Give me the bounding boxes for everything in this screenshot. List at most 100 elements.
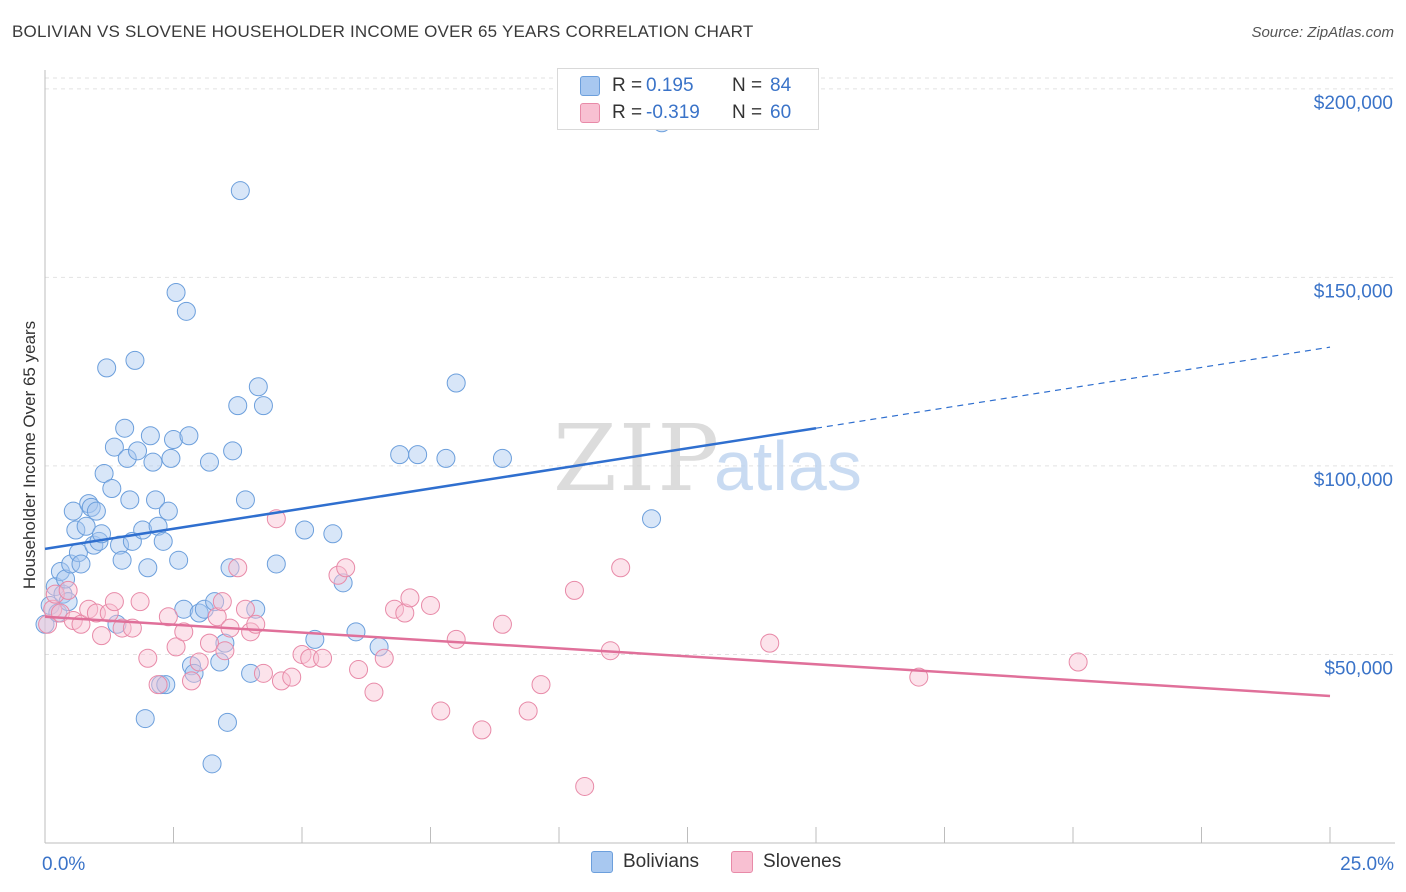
- slovene-point: [104, 592, 124, 612]
- legend-n-value: 60: [770, 102, 792, 123]
- slovene-point: [215, 641, 235, 661]
- slovene-point: [349, 660, 369, 680]
- slovene-point: [271, 671, 291, 691]
- slovene-point: [138, 648, 158, 668]
- bolivian-point: [230, 181, 250, 201]
- bolivian-point: [202, 754, 222, 774]
- source-label: Source: ZipAtlas.com: [1251, 24, 1394, 41]
- bolivian-point: [174, 599, 194, 619]
- series-legend: Bolivians Slovenes: [591, 851, 873, 873]
- legend-n-label: N =: [732, 75, 763, 96]
- slovene-point: [395, 603, 415, 623]
- slovene-point: [199, 633, 219, 653]
- bolivian-point: [135, 709, 155, 729]
- slovene-point: [166, 637, 186, 657]
- slovene-point: [385, 599, 405, 619]
- x-tick-label-max: 25.0%: [1340, 854, 1394, 875]
- bolivian-point: [158, 501, 178, 521]
- bolivian-point: [112, 550, 132, 570]
- y-tick-label: $200,000: [1314, 93, 1393, 114]
- bolivian-point: [86, 501, 106, 521]
- bolivian-point: [189, 603, 209, 623]
- bolivian-point: [125, 350, 145, 370]
- bolivian-point: [117, 448, 137, 468]
- slovene-point: [99, 603, 119, 623]
- bolivian-point: [253, 396, 273, 416]
- bolivian-point: [161, 448, 181, 468]
- trend-lines: [44, 346, 1331, 698]
- bolivian-point: [642, 509, 662, 529]
- slovene-point: [492, 614, 512, 634]
- slovene-point: [431, 701, 451, 721]
- watermark-zip: ZIP: [553, 405, 721, 512]
- slovene-point: [181, 671, 201, 691]
- slovene-point: [611, 558, 631, 578]
- slovene-point: [207, 607, 227, 627]
- slovene-point: [253, 663, 273, 683]
- grid-lines: [45, 77, 1395, 655]
- legend-row-slovenes: R = -0.319 N = 60: [580, 101, 791, 125]
- slovene-point: [909, 667, 929, 687]
- bolivian-point: [146, 490, 166, 510]
- bolivian-point: [115, 418, 135, 438]
- slovene-point: [158, 607, 178, 627]
- bolivian-point: [79, 494, 99, 514]
- bolivian-point: [176, 301, 196, 321]
- bolivian-point: [179, 426, 199, 446]
- bolivian-point: [220, 558, 240, 578]
- bolivian-point: [446, 373, 466, 393]
- legend-r-label: R =: [612, 75, 643, 96]
- bolivian-point: [408, 445, 428, 465]
- slovene-point: [212, 592, 232, 612]
- bolivian-point: [436, 448, 456, 468]
- bolivian-point: [492, 448, 512, 468]
- bolivian-point: [223, 441, 243, 461]
- slovene-point: [189, 652, 209, 672]
- y-tick-label: $100,000: [1314, 470, 1393, 491]
- bolivian-point: [323, 524, 343, 544]
- watermark-atlas: atlas: [714, 427, 862, 505]
- bolivian-point: [266, 554, 286, 574]
- legend-r-value: -0.319: [646, 102, 700, 123]
- bolivian-point: [102, 479, 122, 499]
- bolivian-point: [156, 675, 176, 695]
- bolivian-point: [143, 452, 163, 472]
- bolivian-point: [153, 531, 173, 551]
- bolivian-point: [45, 577, 65, 597]
- slovene-point: [518, 701, 538, 721]
- legend-n-value: 84: [770, 75, 792, 96]
- slovene-point: [336, 558, 356, 578]
- bolivian-point: [71, 554, 91, 574]
- slovene-point: [421, 595, 440, 615]
- bolivians-trend-line: [44, 426, 817, 551]
- x-tick-label-min: 0.0%: [42, 854, 85, 875]
- legend-label-bolivians: Bolivians: [623, 851, 700, 872]
- slovene-point: [112, 618, 132, 638]
- bolivian-point: [138, 558, 158, 578]
- slovene-point: [92, 626, 112, 646]
- slovene-point: [328, 565, 348, 585]
- slovene-point: [531, 675, 551, 695]
- bolivian-point: [104, 437, 124, 457]
- slovene-point: [130, 592, 150, 612]
- slovene-point: [575, 776, 595, 796]
- slovene-point: [38, 614, 58, 634]
- bolivian-point: [128, 441, 148, 461]
- bolivian-point: [61, 554, 81, 574]
- y-axis-label: Householder Income Over 65 years: [20, 321, 39, 589]
- slovene-point: [282, 667, 302, 687]
- bolivian-point: [140, 426, 160, 446]
- bolivian-point: [94, 463, 114, 483]
- bolivian-point: [246, 599, 266, 619]
- tick-labels: $50,000 $100,000 $150,000 $200,000 0.0% 25.0%: [42, 93, 1394, 875]
- legend-r-value: 0.195: [646, 75, 694, 96]
- bolivian-point: [217, 712, 237, 732]
- slovene-point: [235, 599, 255, 619]
- bolivian-point: [120, 490, 140, 510]
- legend-r-label: R =: [612, 102, 643, 123]
- chart-title: BOLIVIAN VS SLOVENE HOUSEHOLDER INCOME O…: [12, 22, 754, 41]
- watermark: ZIP atlas: [553, 405, 862, 512]
- bolivian-point: [63, 501, 83, 521]
- slovene-point: [446, 629, 466, 649]
- bolivian-point: [169, 550, 189, 570]
